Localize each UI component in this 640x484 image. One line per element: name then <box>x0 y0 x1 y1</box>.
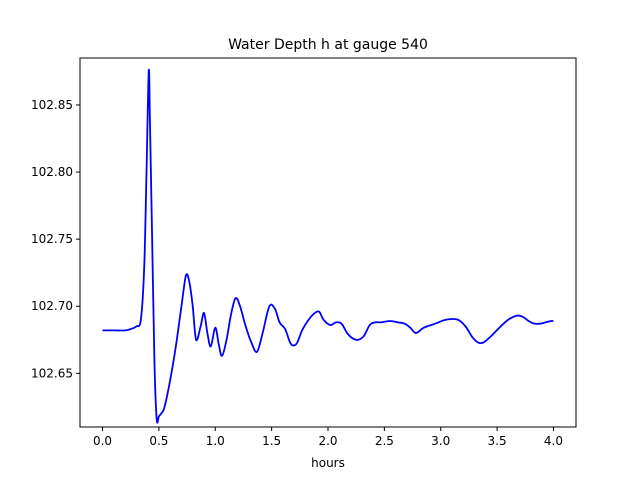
x-tick-label: 4.0 <box>544 434 563 448</box>
series-line <box>102 68 554 424</box>
x-tick-label: 2.0 <box>318 434 337 448</box>
y-tick-label: 102.80 <box>31 165 73 179</box>
x-tick-label: 0.5 <box>149 434 168 448</box>
x-tick-label: 0.0 <box>93 434 112 448</box>
x-axis-label: hours <box>311 456 345 470</box>
x-tick-label: 3.5 <box>488 434 507 448</box>
x-tick-label: 3.0 <box>431 434 450 448</box>
chart-title: Water Depth h at gauge 540 <box>228 37 428 53</box>
y-tick-label: 102.65 <box>31 366 73 380</box>
y-tick-label: 102.85 <box>31 98 73 112</box>
y-axis: 102.65 102.70 102.75 102.80 102.85 <box>31 98 80 380</box>
x-axis: 0.0 0.5 1.0 1.5 2.0 2.5 3.0 3.5 4.0 <box>93 427 563 448</box>
y-tick-label: 102.70 <box>31 299 73 313</box>
x-tick-label: 1.0 <box>206 434 225 448</box>
x-tick-label: 2.5 <box>375 434 394 448</box>
plot-area <box>102 68 554 424</box>
x-tick-label: 1.5 <box>262 434 281 448</box>
y-tick-label: 102.75 <box>31 232 73 246</box>
